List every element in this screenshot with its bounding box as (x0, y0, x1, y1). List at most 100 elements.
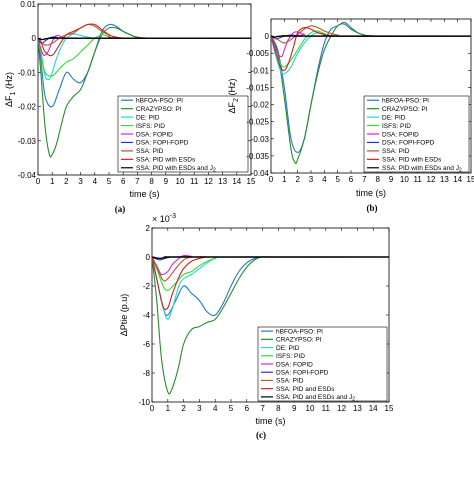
x-axis-label: time (s) (130, 189, 160, 199)
y-tick-label: 0 (146, 253, 151, 262)
x-tick-label: 14 (232, 177, 241, 186)
x-tick-label: 14 (453, 175, 462, 184)
series-line-4 (38, 34, 251, 77)
x-tick-label: 4 (93, 177, 98, 186)
x-tick-label: 6 (349, 175, 354, 184)
chart-panel-1: 0 1 2 3 4 5 6 7 8 9 10 11 12 13 14 150.010-0.01-0.02-0.… (4, 0, 256, 214)
axis-exponent: × 10-3 (152, 213, 176, 224)
y-tick-label: 0 (32, 34, 37, 43)
x-tick-label: 15 (385, 404, 394, 413)
x-tick-label: 12 (427, 175, 436, 184)
x-axis-label: time (s) (356, 188, 386, 198)
series-line-9 (271, 35, 471, 38)
series-line-2 (271, 23, 471, 165)
legend-entry: ISFS: PID (136, 123, 165, 130)
y-tick-label: -0.025 (246, 118, 269, 127)
y-tick-label: -0.005 (246, 49, 269, 58)
legend-entry: DSA: FOPI-FOPD (276, 370, 329, 377)
chart-panel-2: 0 1 2 3 4 5 6 7 8 9 10 11 12 13 14 150-0.005-0.01-0.015… (227, 18, 474, 213)
x-tick-label: 13 (218, 177, 227, 186)
panel-caption: (b) (367, 203, 378, 213)
x-tick-label: 15 (247, 177, 256, 186)
legend-entry: DE: PID (136, 114, 160, 121)
series-line-4 (271, 30, 471, 68)
legend-entry: CRAZYPSO: PI (136, 106, 182, 113)
x-tick-label: 4 (213, 404, 218, 413)
x-tick-label: 10 (306, 404, 315, 413)
x-tick-label: 9 (292, 404, 297, 413)
x-tick-label: 9 (164, 177, 169, 186)
x-tick-label: 10 (176, 177, 185, 186)
legend-entry: CRAZYPSO: PI (276, 337, 322, 344)
y-tick-label: -0.01 (251, 66, 270, 75)
panel-caption: (a) (115, 204, 126, 214)
y-tick-label: -8 (143, 369, 151, 378)
x-tick-label: 2 (295, 175, 300, 184)
y-tick-label: 2 (146, 224, 151, 233)
legend-entry: DE: PID (382, 114, 406, 121)
series-line-7 (271, 25, 471, 44)
x-tick-label: 0 (269, 175, 274, 184)
x-tick-label: 9 (389, 175, 394, 184)
legend-entry: SSA: PID (276, 378, 304, 385)
x-tick-label: 3 (197, 404, 202, 413)
series-line-9 (38, 37, 251, 41)
x-tick-label: 1 (50, 177, 55, 186)
y-axis-label: ΔF1 (Hz) (4, 72, 17, 107)
legend-entry: SSA: PID (136, 148, 164, 155)
panel-caption: (c) (256, 430, 266, 440)
x-tick-label: 11 (322, 404, 331, 413)
series-group (271, 21, 471, 165)
x-tick-label: 3 (78, 177, 83, 186)
x-tick-label: 13 (440, 175, 449, 184)
x-tick-label: 3 (309, 175, 314, 184)
x-tick-label: 11 (190, 177, 199, 186)
legend-entry: DSA: FOPI-FOPD (136, 140, 189, 147)
series-group (38, 23, 251, 158)
x-tick-label: 1 (166, 404, 171, 413)
x-tick-label: 8 (149, 177, 154, 186)
legend-entry: ISFS: PID (276, 353, 305, 360)
y-tick-label: -0.04 (251, 169, 270, 178)
y-tick-label: -0.015 (246, 83, 269, 92)
y-axis-label: ΔF2 (Hz) (227, 79, 240, 114)
y-tick-label: -2 (143, 282, 151, 291)
chart-panel-3: 0 1 2 3 4 5 6 7 8 9 10 11 12 13 14 1520-2-4-6-8-10time … (119, 213, 394, 440)
x-tick-label: 4 (322, 175, 327, 184)
legend-entry: SSA: PID (382, 148, 410, 155)
series-line-2 (38, 26, 251, 158)
x-tick-label: 12 (337, 404, 346, 413)
legend-entry: DSA: FOPID (382, 131, 419, 138)
y-tick-label: 0 (265, 32, 270, 41)
legend-entry: SSA: PID with ESDs and J2 (136, 165, 216, 174)
legend-entry: ISFS: PID (382, 123, 411, 130)
x-tick-label: 12 (204, 177, 213, 186)
y-tick-label: -10 (138, 398, 150, 407)
legend-entry: hBFOA-PSO: PI (136, 98, 183, 105)
legend-entry: SSA: PID with ESDs (136, 157, 196, 164)
x-tick-label: 7 (135, 177, 140, 186)
y-tick-label: -0.03 (18, 137, 37, 146)
x-tick-label: 2 (181, 404, 186, 413)
x-tick-label: 5 (107, 177, 112, 186)
y-axis-label: ΔPtie (p.u) (119, 294, 129, 337)
x-tick-label: 5 (229, 404, 234, 413)
x-tick-label: 6 (121, 177, 126, 186)
y-tick-label: -0.04 (18, 171, 37, 180)
x-tick-label: 1 (282, 175, 287, 184)
x-axis-label: time (s) (256, 416, 286, 426)
y-tick-label: -0.01 (18, 68, 37, 77)
series-group (152, 254, 389, 395)
x-tick-label: 8 (375, 175, 380, 184)
legend-entry: CRAZYPSO: PI (382, 106, 428, 113)
y-tick-label: 0.01 (20, 0, 36, 9)
x-tick-label: 5 (335, 175, 340, 184)
x-tick-label: 7 (260, 404, 265, 413)
x-tick-label: 11 (414, 175, 423, 184)
legend-entry: SSA: PID with ESDs (382, 157, 442, 164)
y-tick-label: -0.02 (251, 101, 270, 110)
legend-entry: SSA: PID and ESDs and J2 (276, 394, 355, 403)
